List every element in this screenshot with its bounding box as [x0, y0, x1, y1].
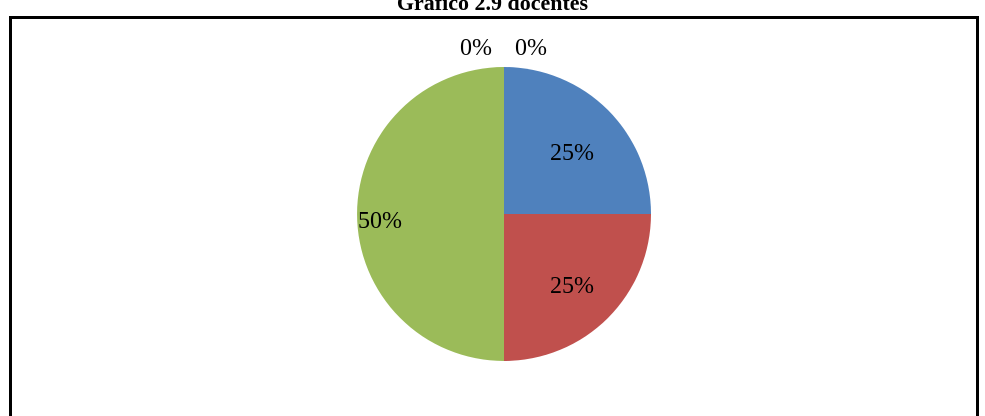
pie-slice-1	[504, 67, 651, 214]
pie-data-label-1: 25%	[550, 140, 594, 166]
pie-data-label-5: 0%	[515, 35, 547, 61]
pie-slices	[357, 67, 651, 361]
chart-title: Gráfico 2.9 docentes	[396, 0, 589, 15]
pie-data-label-3: 50%	[358, 208, 402, 234]
pie-data-label-2: 25%	[550, 273, 594, 299]
pie-data-label-4: 0%	[460, 35, 492, 61]
pie-slice-3	[357, 67, 504, 361]
pie-labels: 25% 25% 50% 0% 0%	[358, 35, 594, 299]
pie-slice-2	[504, 214, 651, 361]
